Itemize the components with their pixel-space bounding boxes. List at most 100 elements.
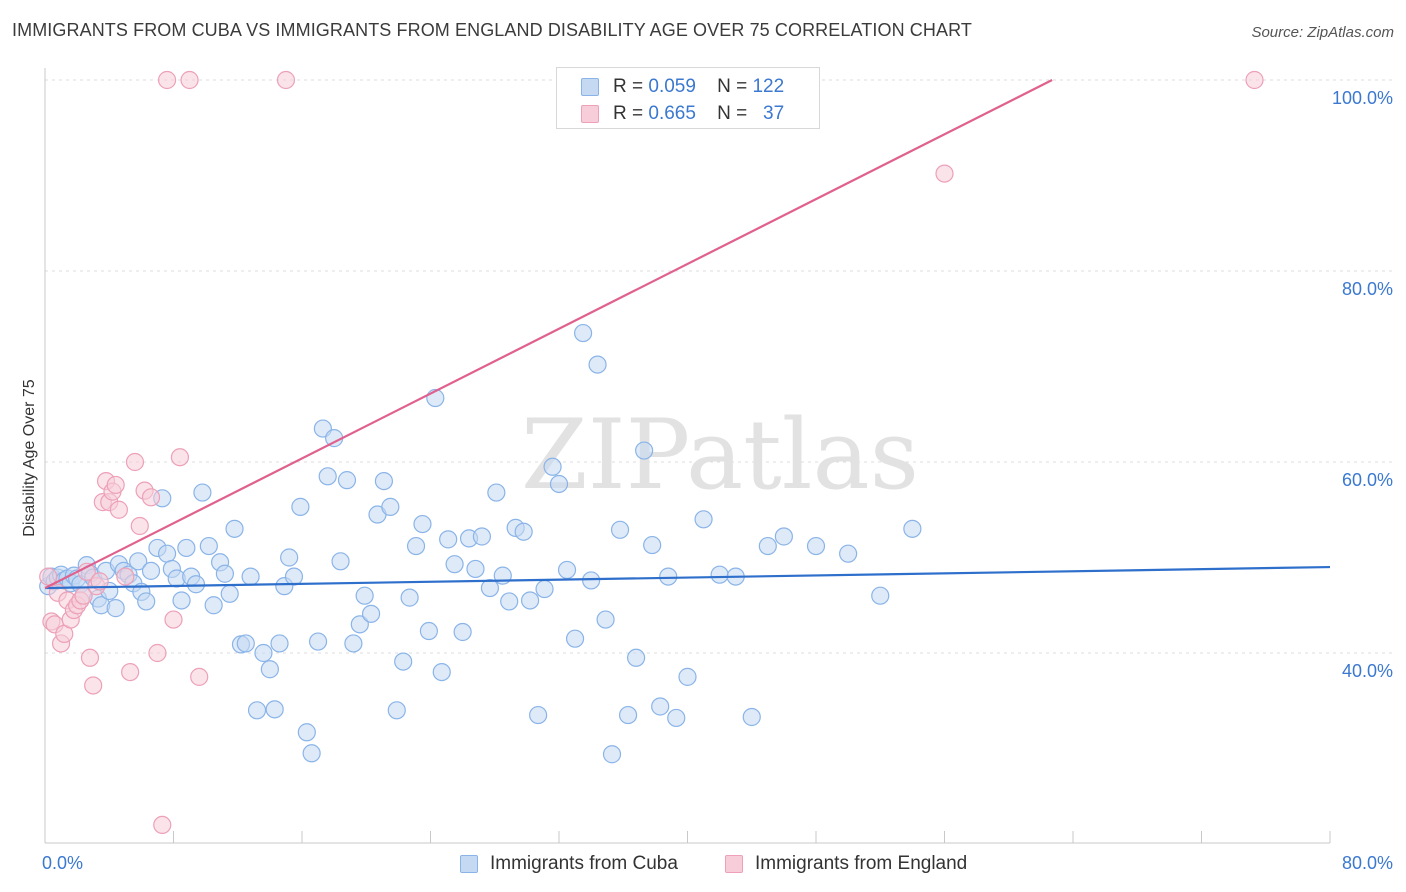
series-cuba-points xyxy=(39,323,922,764)
cuba-point xyxy=(413,514,432,534)
bottom-legend-label-cuba: Immigrants from Cuba xyxy=(490,853,678,874)
cuba-point xyxy=(573,323,593,343)
bottom-legend-cuba: Immigrants from Cuba xyxy=(460,852,678,876)
cuba-point xyxy=(387,701,406,720)
cuba-point xyxy=(284,567,304,586)
cuba-point xyxy=(651,697,670,716)
cuba-point xyxy=(626,648,646,667)
cuba-point xyxy=(806,536,826,556)
england-point xyxy=(164,610,183,629)
cuba-point xyxy=(678,667,697,686)
cuba-point xyxy=(220,584,239,603)
cuba-point xyxy=(453,622,472,642)
watermark: ZIPatlas xyxy=(521,399,919,511)
chart-source: Source: ZipAtlas.com xyxy=(1251,24,1394,41)
x-tick-label: 80.0% xyxy=(1342,853,1393,873)
cuba-point xyxy=(500,592,519,611)
england-point xyxy=(90,572,109,591)
y-tick-label: 40.0% xyxy=(1342,661,1393,681)
cuba-point xyxy=(204,596,223,615)
england-point xyxy=(190,667,209,686)
cuba-point xyxy=(302,744,321,763)
cuba-point xyxy=(635,441,654,460)
cuba-point xyxy=(487,483,506,502)
cuba-point xyxy=(514,522,533,541)
trend-line-cuba xyxy=(44,565,1331,590)
bottom-legend-swatch-cuba xyxy=(460,855,478,873)
cuba-point xyxy=(247,701,267,720)
cuba-point xyxy=(129,552,148,571)
england-point xyxy=(141,488,161,507)
cuba-point xyxy=(260,660,279,679)
cuba-point xyxy=(225,519,244,538)
series-england-points xyxy=(39,70,1264,835)
cuba-point xyxy=(394,652,413,671)
england-point xyxy=(170,448,190,467)
cuba-point xyxy=(265,700,284,719)
y-tick-label: 100.0% xyxy=(1332,88,1393,108)
cuba-point xyxy=(667,708,686,728)
cuba-point xyxy=(903,519,922,538)
cuba-point xyxy=(439,530,458,549)
x-ticks xyxy=(44,831,1331,843)
cuba-point xyxy=(361,604,381,623)
cuba-point xyxy=(565,629,585,648)
cuba-point xyxy=(270,634,289,653)
legend-swatch-cuba xyxy=(581,78,599,96)
cuba-point xyxy=(331,552,350,571)
cuba-point xyxy=(602,745,622,764)
cuba-point xyxy=(406,536,426,556)
bottom-legend-swatch-england xyxy=(725,855,743,873)
cuba-point xyxy=(419,621,438,641)
cuba-point xyxy=(254,643,273,663)
cuba-point xyxy=(596,610,615,629)
cuba-point xyxy=(374,472,394,491)
legend-swatch-england xyxy=(581,105,599,123)
cuba-point xyxy=(618,705,638,725)
trend-lines xyxy=(44,79,1331,590)
cuba-point xyxy=(871,586,890,605)
england-point xyxy=(116,567,135,586)
cuba-point xyxy=(694,510,713,529)
england-point xyxy=(157,70,177,90)
england-point xyxy=(148,643,167,663)
cuba-point xyxy=(839,544,858,563)
cuba-point xyxy=(106,599,125,618)
legend-r-label: R = xyxy=(613,76,644,97)
legend-r-value-england: 0.665 xyxy=(648,103,696,124)
cuba-point xyxy=(381,497,400,516)
correlation-legend: R = 0.059 N = 122 R = 0.665 N = 37 xyxy=(556,67,820,129)
trend-line-england xyxy=(44,79,1053,590)
cuba-point xyxy=(172,591,191,610)
cuba-point xyxy=(186,575,206,594)
england-point xyxy=(276,70,296,90)
england-point xyxy=(125,452,145,472)
y-tick-label: 80.0% xyxy=(1342,279,1393,299)
cuba-point xyxy=(241,567,260,586)
cuba-point xyxy=(472,527,491,546)
y-tick-label: 60.0% xyxy=(1342,470,1393,490)
legend-r-label: R = xyxy=(613,103,644,124)
england-point xyxy=(106,475,125,495)
cuba-point xyxy=(308,632,328,651)
cuba-point xyxy=(291,497,310,516)
cuba-point xyxy=(557,560,577,580)
legend-n-value-cuba: 122 xyxy=(752,76,785,97)
cuba-point xyxy=(177,538,196,558)
cuba-point xyxy=(400,588,419,607)
cuba-point xyxy=(742,707,761,727)
cuba-point xyxy=(710,565,729,584)
cuba-point xyxy=(337,471,357,490)
cuba-point xyxy=(445,555,464,574)
england-point xyxy=(935,164,954,183)
legend-n-label: N = xyxy=(717,76,748,97)
cuba-point xyxy=(480,578,500,598)
cuba-point xyxy=(432,662,451,682)
cuba-point xyxy=(137,592,156,611)
cuba-point xyxy=(193,483,212,502)
cuba-point xyxy=(758,536,777,556)
cuba-point xyxy=(543,457,562,476)
legend-n-value-england: 37 xyxy=(763,103,785,124)
england-point xyxy=(130,516,149,536)
